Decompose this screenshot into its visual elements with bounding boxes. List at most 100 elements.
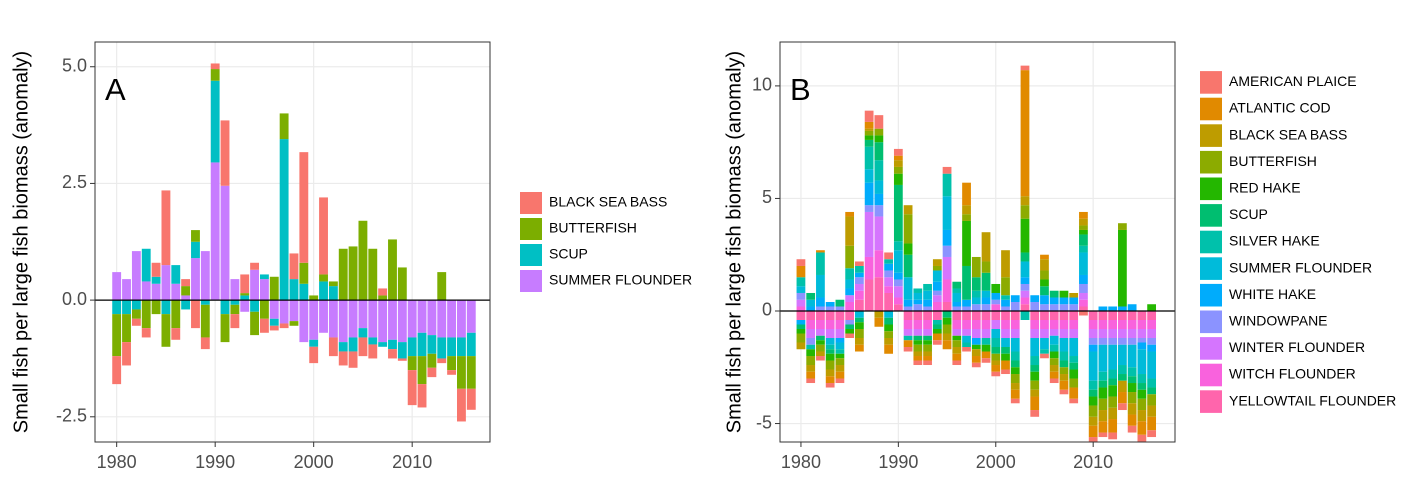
bar-segment (1069, 292, 1079, 298)
bar-segment (388, 349, 397, 359)
bar-segment (1098, 306, 1108, 311)
bar-segment (1147, 378, 1157, 388)
bar-segment (825, 301, 835, 307)
bar-segment (358, 300, 368, 329)
bar-segment (259, 300, 269, 319)
bar-segment (1079, 252, 1088, 275)
bar-segment (1088, 389, 1098, 397)
bar-segment (825, 349, 835, 354)
bar-segment (269, 300, 279, 319)
bar-segment (932, 259, 942, 266)
bar-segment (1118, 329, 1127, 339)
bar-segment (1010, 301, 1020, 311)
bar-segment (835, 299, 845, 307)
bar-segment (1059, 338, 1069, 352)
bar-segment (141, 281, 151, 301)
bar-segment (319, 300, 328, 333)
bar-segment (1127, 319, 1137, 330)
bar-segment (131, 309, 141, 319)
panel: -5 0 5 10 1980 1990 2000 2010 B Small fish per la… (723, 41, 1396, 472)
bar-segment (466, 356, 476, 389)
bar-segment (1040, 329, 1049, 339)
bar-segment (816, 356, 825, 361)
bar-segment (923, 360, 932, 366)
bar-segment (952, 360, 962, 366)
bar-segment (806, 356, 816, 366)
bar-segment (816, 310, 825, 320)
bar-segment (855, 299, 864, 311)
bar-segment (1001, 369, 1010, 375)
bar-segment (1118, 344, 1127, 366)
bar-segment (1127, 414, 1137, 426)
bar-segment (1040, 295, 1049, 305)
bar-segment (903, 347, 913, 352)
bar-segment (1118, 223, 1127, 230)
bar-segment (407, 370, 417, 406)
bar-segment (942, 317, 952, 325)
bar-segment (407, 337, 417, 357)
bar-segment (1059, 380, 1069, 390)
bar-segment (913, 319, 923, 330)
bar-segment (388, 239, 397, 301)
bar-segment (1001, 310, 1010, 320)
bar-segment (1049, 344, 1059, 352)
bar-segment (962, 335, 971, 343)
bar-segment (981, 319, 991, 330)
bar-segment (1059, 374, 1069, 381)
bar-segment (913, 292, 923, 300)
bar-segment (952, 281, 962, 289)
bar-segment (466, 332, 476, 357)
bar-segment (874, 205, 884, 217)
x-tick-label: 2010 (392, 452, 432, 472)
bar-segment (1137, 338, 1147, 343)
bar-segment (1088, 425, 1098, 438)
bar-segment (1108, 369, 1118, 379)
bar-segment (874, 310, 884, 318)
bar-segment (962, 265, 971, 300)
bar-segment (971, 304, 981, 311)
bar-segment (1069, 338, 1079, 357)
bar-segment (1010, 389, 1020, 399)
bar-segment (923, 306, 932, 311)
bar-segment (796, 329, 806, 334)
bar-segment (466, 388, 476, 410)
bar-segment (200, 337, 210, 350)
bar-segment (1059, 360, 1069, 368)
bar-segment (289, 300, 299, 322)
bar-segment (884, 310, 893, 318)
legend-key (1200, 283, 1222, 307)
bar-segment (932, 340, 942, 345)
bar-segment (1040, 304, 1049, 311)
bar-segment (437, 337, 447, 359)
bar-segment (806, 306, 816, 311)
bar-segment (151, 262, 161, 277)
bar-segment (309, 339, 319, 347)
bar-segment (338, 300, 348, 343)
bar-segment (981, 261, 991, 273)
y-tick-label: 5.0 (62, 55, 87, 75)
bar-segment (903, 310, 913, 320)
bar-segment (816, 329, 825, 336)
bar-segment (427, 335, 437, 354)
bar-segment (1030, 295, 1040, 302)
bar-segment (1127, 329, 1137, 339)
bar-segment (131, 251, 141, 301)
bar-segment (466, 300, 476, 333)
bar-segment (1098, 319, 1108, 330)
bar-segment (971, 310, 981, 320)
bar-segment (835, 342, 845, 350)
bar-segment (923, 329, 932, 336)
bar-segment (447, 356, 457, 371)
bar-segment (358, 220, 368, 301)
bar-segment (1069, 356, 1079, 363)
bar-segment (991, 360, 1001, 366)
bar-segment (122, 342, 131, 366)
bar-segment (1069, 387, 1079, 399)
bar-segment (1098, 387, 1108, 399)
bar-segment (991, 353, 1001, 361)
bar-segment (141, 300, 151, 329)
bar-segment (1010, 295, 1020, 302)
bar-segment (884, 286, 893, 293)
bar-segment (319, 281, 328, 301)
bar-segment (796, 324, 806, 330)
